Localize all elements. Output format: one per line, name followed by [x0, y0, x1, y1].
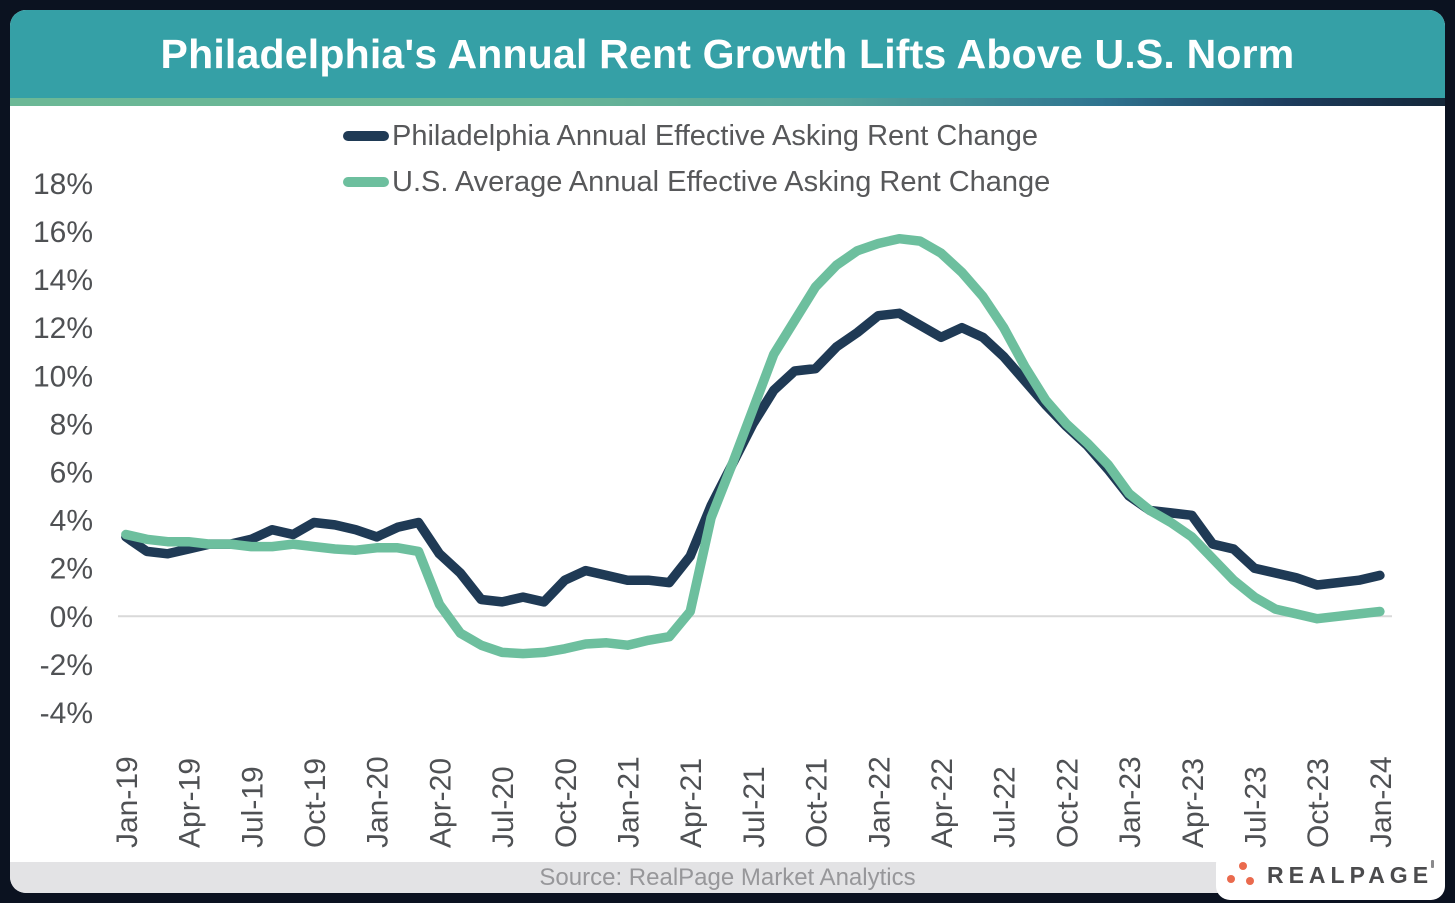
x-tick-label: Jan-23 [1114, 756, 1147, 848]
realpage-dots-icon [1226, 862, 1258, 888]
x-tick-label: Jul-23 [1240, 766, 1273, 848]
y-tick-label: 4% [50, 505, 93, 538]
x-axis-labels: Jan-19 Apr-19 Jul-19 Oct-19 Jan-20 Apr-20 Jul-… [111, 756, 1398, 848]
x-tick-label: Apr-21 [675, 758, 708, 848]
x-tick-label: Jul-19 [236, 766, 269, 848]
x-tick-label: Jan-20 [362, 756, 395, 848]
us-average-line-swatch [343, 177, 389, 187]
y-tick-label: 8% [50, 408, 93, 441]
x-tick-label: Oct-22 [1051, 758, 1084, 848]
x-tick-label: Oct-19 [299, 758, 332, 848]
realpage-logo: REALPAGE [1216, 850, 1445, 900]
card-background: Philadelphia's Annual Rent Growth Lifts … [10, 10, 1445, 893]
y-tick-label: 6% [50, 457, 93, 490]
logo-dot-right [1245, 877, 1254, 885]
y-tick-label: -4% [40, 697, 93, 730]
y-axis-labels: 18% 16% 14% 12% 10% 8% 6% 4% 2% 0% -2% -4% [33, 168, 93, 730]
y-tick-label: 0% [50, 601, 93, 634]
trademark-mark [1431, 860, 1435, 868]
logo-dot-top [1238, 862, 1247, 870]
x-tick-label: Oct-23 [1302, 758, 1335, 848]
us-average-line [121, 233, 1385, 659]
x-tick-label: Oct-20 [550, 758, 583, 848]
y-tick-label: 10% [33, 360, 93, 393]
x-tick-label: Jan-24 [1365, 756, 1398, 848]
legend: Philadelphia Annual Effective Asking Ren… [343, 113, 1050, 205]
chart-title: Philadelphia's Annual Rent Growth Lifts … [160, 30, 1295, 77]
y-tick-label: 16% [33, 216, 93, 249]
accent-gradient-bar [10, 98, 1445, 106]
x-tick-label: Apr-23 [1177, 758, 1210, 848]
philadelphia-line-swatch [343, 131, 389, 141]
legend-item-philadelphia: Philadelphia Annual Effective Asking Ren… [343, 113, 1050, 159]
x-tick-label: Jul-21 [738, 766, 771, 848]
legend-label-philadelphia: Philadelphia Annual Effective Asking Ren… [392, 119, 1038, 152]
y-tick-label: -2% [40, 649, 93, 682]
x-tick-label: Jan-21 [613, 756, 646, 848]
y-tick-label: 18% [33, 168, 93, 201]
x-tick-label: Apr-19 [174, 758, 207, 848]
y-tick-label: 14% [33, 264, 93, 297]
source-text: Source: RealPage Market Analytics [539, 863, 916, 891]
x-tick-label: Jul-22 [989, 766, 1022, 848]
source-band: Source: RealPage Market Analytics [10, 862, 1445, 893]
x-tick-label: Oct-21 [801, 758, 834, 848]
x-tick-label: Apr-22 [926, 758, 959, 848]
legend-label-us-average: U.S. Average Annual Effective Asking Ren… [392, 165, 1051, 198]
header-band: Philadelphia's Annual Rent Growth Lifts … [10, 10, 1445, 98]
y-tick-label: 12% [33, 312, 93, 345]
y-tick-label: 2% [50, 553, 93, 586]
logo-dot-left [1226, 875, 1235, 883]
x-tick-label: Apr-20 [424, 758, 457, 848]
x-tick-label: Jul-20 [487, 766, 520, 848]
legend-item-us-average: U.S. Average Annual Effective Asking Ren… [343, 159, 1050, 205]
philadelphia-line [121, 308, 1385, 607]
realpage-logo-text: REALPAGE [1266, 861, 1434, 888]
x-tick-label: Jan-22 [863, 756, 896, 848]
x-tick-label: Jan-19 [111, 756, 144, 848]
